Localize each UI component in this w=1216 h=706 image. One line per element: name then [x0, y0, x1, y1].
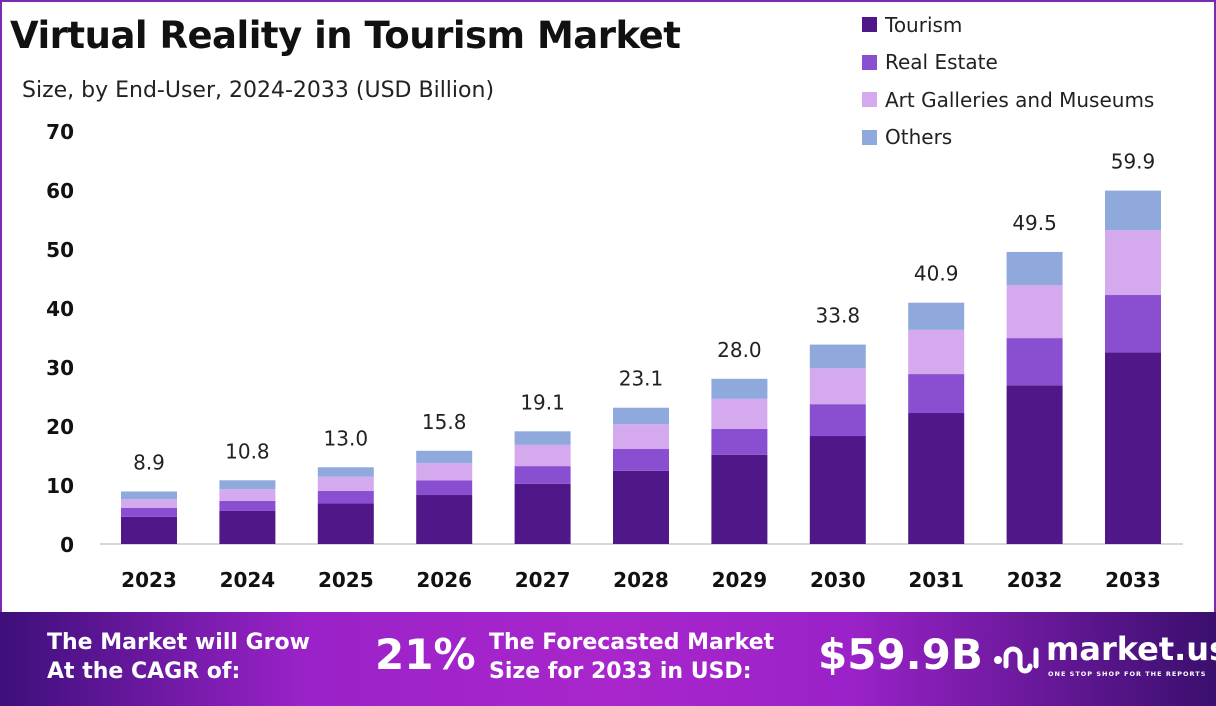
bar-segment-others [121, 491, 177, 500]
x-tick-label: 2031 [908, 568, 964, 592]
bar-segment-real-estate [317, 490, 374, 504]
legend-label: Art Galleries and Museums [885, 87, 1155, 112]
x-tick-label: 2027 [515, 568, 571, 592]
bar-segment-real-estate [809, 404, 866, 437]
x-tick-label: 2024 [220, 568, 276, 592]
bar-segment-tourism [121, 516, 177, 544]
y-tick-label: 0 [60, 533, 74, 557]
bar-segment-tourism [514, 483, 571, 544]
total-label: 15.8 [422, 410, 467, 434]
bar-segment-others [416, 450, 473, 464]
total-label: 49.5 [1012, 211, 1057, 235]
bar-segment-art-galleries-and-museums [219, 489, 276, 501]
bar-segment-tourism [1105, 352, 1161, 544]
y-tick-label: 60 [46, 179, 74, 203]
chart-frame [0, 0, 1216, 612]
total-label: 59.9 [1111, 150, 1156, 174]
footer-banner: The Market will Grow At the CAGR of: 21% … [0, 612, 1216, 706]
bar-segment-real-estate [121, 508, 177, 517]
bar-segment-real-estate [1006, 338, 1063, 386]
bar-segment-tourism [219, 510, 276, 544]
chart-plot: 0102030405060708.9202310.8202413.0202515… [46, 120, 1183, 592]
bar-segment-others [317, 467, 374, 477]
bar-segment-others [514, 431, 571, 445]
bar-segment-real-estate [908, 374, 965, 414]
brand-name: market.us [1046, 630, 1216, 668]
bar-segment-tourism [908, 413, 965, 544]
legend-item: Tourism [862, 6, 1154, 44]
total-label: 13.0 [324, 426, 369, 450]
bar-segment-real-estate [1105, 295, 1161, 353]
forecast-value: $59.9B [818, 630, 983, 679]
bar-segment-tourism [416, 495, 473, 544]
x-tick-label: 2032 [1007, 568, 1063, 592]
legend-label: Real Estate [885, 50, 998, 75]
bar-segment-real-estate [711, 428, 768, 455]
total-label: 8.9 [133, 450, 165, 474]
bar-segment-tourism [317, 503, 374, 544]
x-tick-label: 2025 [318, 568, 374, 592]
y-tick-label: 40 [46, 297, 74, 321]
bar-segment-art-galleries-and-museums [416, 463, 473, 481]
bar-segment-others [1006, 251, 1063, 285]
x-tick-label: 2026 [416, 568, 472, 592]
market-us-logo-icon [994, 646, 1039, 674]
bar-segment-tourism [711, 454, 768, 544]
bar-segment-others [711, 378, 768, 399]
legend-swatch [862, 92, 877, 108]
bar-segment-real-estate [416, 480, 473, 496]
bar-segment-others [809, 344, 866, 369]
bar-segment-tourism [613, 470, 669, 544]
total-label: 40.9 [914, 262, 959, 286]
chart-title: Virtual Reality in Tourism Market [10, 14, 681, 57]
legend-swatch [862, 17, 877, 33]
y-tick-label: 70 [46, 120, 74, 144]
legend-swatch [862, 129, 877, 145]
bar-segment-real-estate [219, 500, 276, 511]
bar-segment-others [1105, 190, 1161, 231]
bar-segment-real-estate [514, 466, 571, 484]
cagr-value: 21% [375, 630, 476, 679]
bar-segment-art-galleries-and-museums [514, 444, 571, 467]
bar-segment-art-galleries-and-museums [317, 476, 374, 491]
total-label: 33.8 [816, 304, 861, 328]
bar-segment-others [219, 480, 276, 490]
y-tick-label: 10 [46, 474, 74, 498]
legend-label: Others [885, 125, 953, 150]
legend-item: Art Galleries and Museums [862, 81, 1154, 119]
x-tick-label: 2030 [810, 568, 866, 592]
legend-item: Real Estate [862, 44, 1154, 82]
total-label: 19.1 [520, 390, 565, 414]
total-label: 10.8 [225, 439, 270, 463]
legend-label: Tourism [885, 12, 963, 37]
bar-segment-tourism [809, 436, 866, 544]
total-label: 23.1 [619, 367, 664, 391]
y-tick-label: 20 [46, 415, 74, 439]
chart-subtitle: Size, by End-User, 2024-2033 (USD Billio… [22, 78, 495, 103]
total-label: 28.0 [717, 338, 762, 362]
bar-segment-art-galleries-and-museums [613, 424, 669, 450]
bar-segment-tourism [1006, 385, 1063, 544]
forecast-label: The Forecasted Market Size for 2033 in US… [489, 630, 775, 684]
cagr-label: The Market will Grow At the CAGR of: [47, 630, 310, 684]
x-tick-label: 2033 [1105, 568, 1161, 592]
bar-segment-others [613, 407, 669, 425]
legend-swatch [862, 54, 877, 70]
x-tick-label: 2023 [121, 568, 177, 592]
bar-segment-art-galleries-and-museums [1105, 230, 1161, 296]
bar-segment-art-galleries-and-museums [809, 368, 866, 405]
bar-segment-art-galleries-and-museums [711, 398, 768, 429]
y-tick-label: 30 [46, 356, 74, 380]
brand-tagline: ONE STOP SHOP FOR THE REPORTS [1048, 670, 1207, 678]
bar-segment-art-galleries-and-museums [908, 329, 965, 375]
legend: Tourism Real Estate Art Galleries and Muse… [862, 6, 1154, 156]
x-tick-label: 2029 [712, 568, 768, 592]
bar-segment-real-estate [613, 449, 669, 471]
bar-segment-art-galleries-and-museums [1006, 284, 1063, 339]
bar-segment-art-galleries-and-museums [121, 499, 177, 509]
bar-segment-others [908, 302, 965, 330]
x-tick-label: 2028 [613, 568, 669, 592]
legend-item: Others [862, 119, 1154, 157]
y-tick-label: 50 [46, 238, 74, 262]
